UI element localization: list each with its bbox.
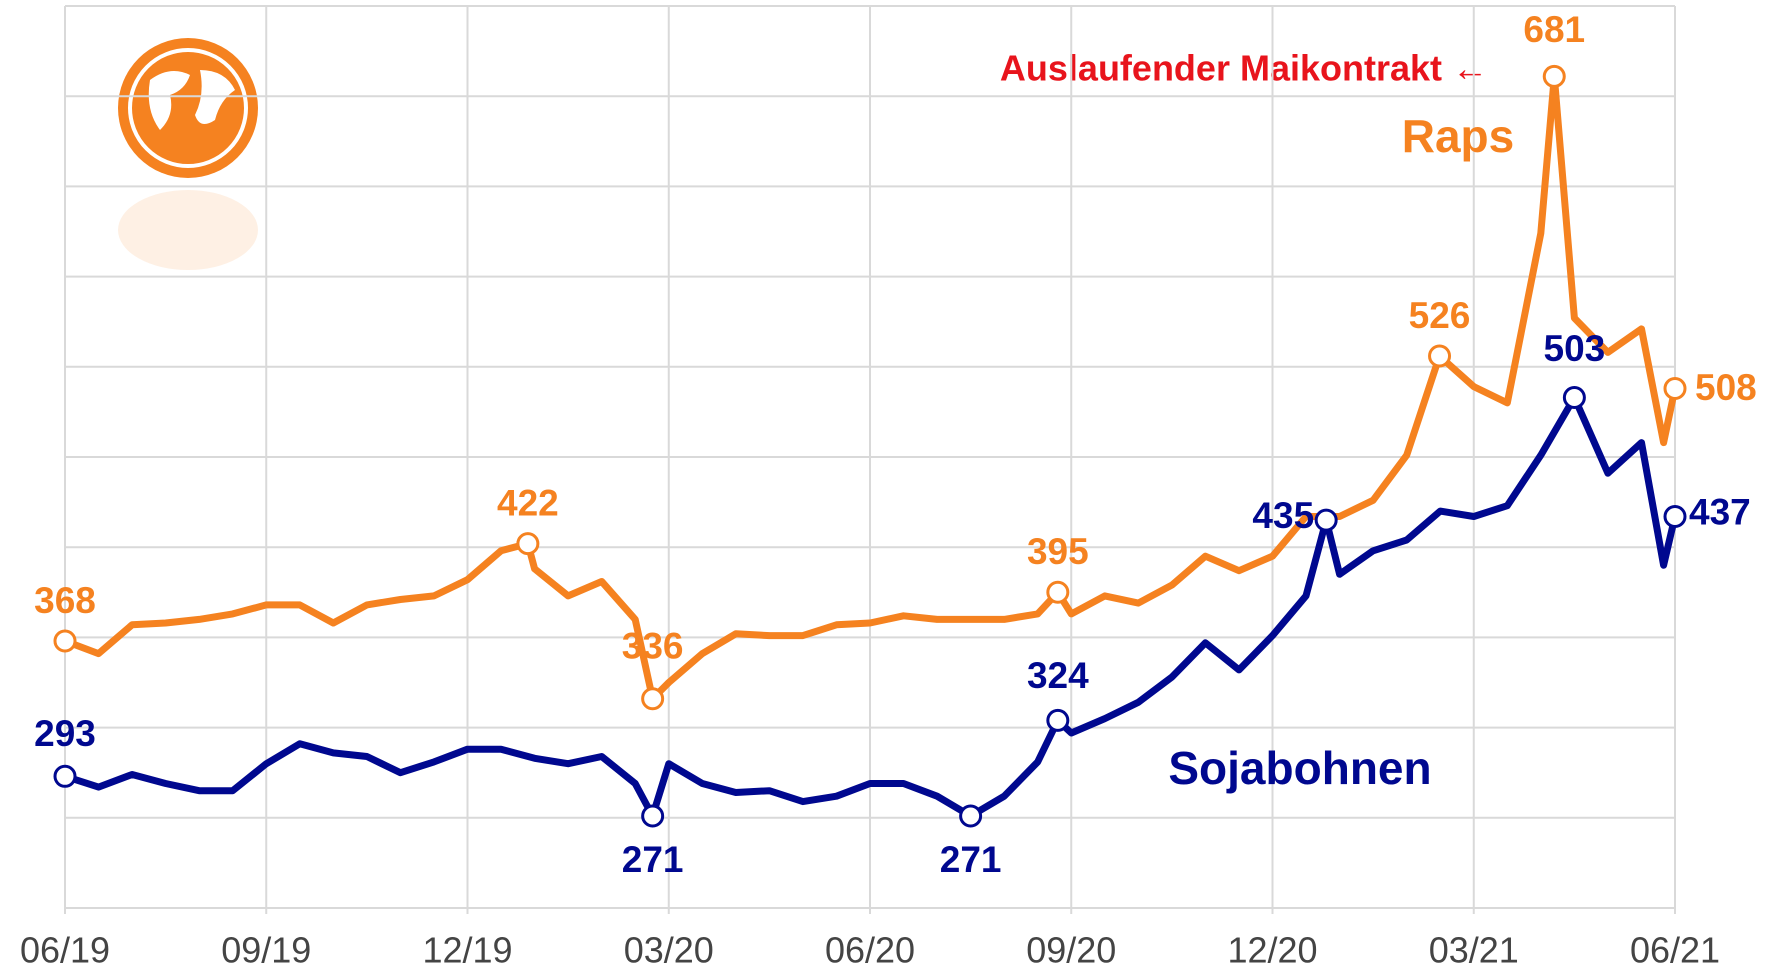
x-tick-label: 06/20 — [825, 930, 915, 971]
series-label: Raps — [1402, 110, 1514, 162]
point-marker — [1663, 376, 1687, 400]
point-marker — [53, 629, 77, 653]
data-label: 324 — [1027, 655, 1089, 696]
point-marker — [641, 687, 665, 711]
point-marker — [1046, 708, 1070, 732]
data-label: 435 — [1252, 495, 1314, 536]
point-marker — [641, 804, 665, 828]
data-label: 526 — [1409, 295, 1471, 336]
data-label: 271 — [622, 839, 684, 880]
point-marker — [516, 532, 540, 556]
data-label: 368 — [34, 580, 96, 621]
x-tick-label: 09/19 — [221, 930, 311, 971]
x-tick-label: 03/21 — [1429, 930, 1519, 971]
data-label: 503 — [1544, 328, 1606, 369]
x-tick-label: 03/20 — [624, 930, 714, 971]
data-label: 336 — [622, 626, 684, 667]
data-label: 271 — [940, 839, 1002, 880]
point-marker — [1314, 508, 1338, 532]
point-marker — [1663, 505, 1687, 529]
point-marker — [1046, 580, 1070, 604]
point-marker — [1542, 64, 1566, 88]
x-tick-label: 09/20 — [1026, 930, 1116, 971]
data-label: 395 — [1027, 531, 1089, 572]
series-line — [63, 394, 1679, 820]
logo — [118, 38, 258, 270]
x-tick-label: 12/19 — [422, 930, 512, 971]
data-label: 508 — [1695, 367, 1757, 408]
data-label: 293 — [34, 713, 96, 754]
x-tick-label: 06/19 — [20, 930, 110, 971]
x-tick-label: 12/20 — [1227, 930, 1317, 971]
series-label: Sojabohnen — [1168, 742, 1431, 794]
x-tick-label: 06/21 — [1630, 930, 1720, 971]
data-label: 422 — [497, 482, 559, 523]
data-label: 437 — [1689, 491, 1751, 532]
data-label: 681 — [1523, 9, 1585, 50]
point-marker — [1562, 385, 1586, 409]
point-marker — [1428, 344, 1452, 368]
point-marker — [959, 804, 983, 828]
point-marker — [53, 764, 77, 788]
annotation: Auslaufender Maikontrakt ← — [1000, 48, 1488, 89]
